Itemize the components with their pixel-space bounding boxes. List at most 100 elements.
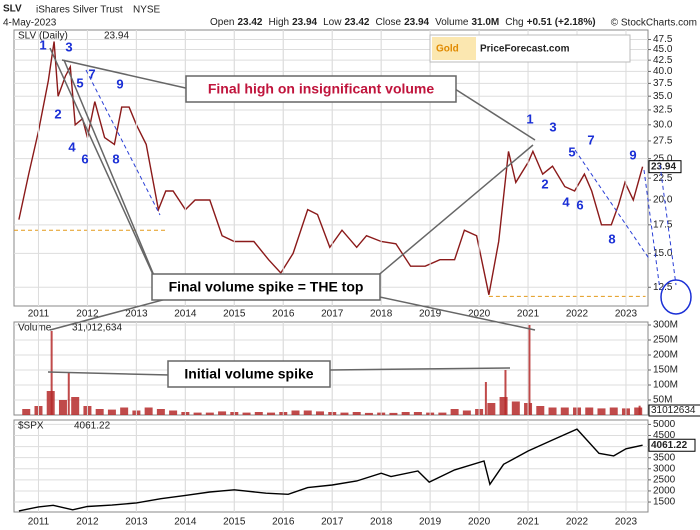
wave-label: 5 [568, 144, 575, 159]
x-tick-label: 2015 [223, 517, 246, 528]
x-tick-label: 2019 [419, 517, 442, 528]
volume-bar [413, 412, 422, 415]
quote-label: Close [376, 17, 402, 28]
quote-label: Volume [435, 17, 469, 28]
volume-bar [609, 407, 618, 415]
x-tick-label: 2012 [76, 309, 99, 320]
volume-bar [462, 410, 471, 415]
volume-bar [548, 407, 557, 415]
volume-bar [487, 403, 496, 415]
x-tick-label: 2016 [272, 517, 295, 528]
volume-bar [450, 409, 459, 415]
wave-label: 7 [587, 132, 594, 147]
wave-label: 4 [68, 139, 76, 154]
x-tick-label: 2022 [566, 309, 589, 320]
callout-line [63, 59, 161, 291]
y-tick-label: 150M [653, 365, 678, 376]
volume-bar [389, 412, 398, 415]
volume-bar [303, 410, 312, 415]
volume-bar [71, 397, 80, 415]
target-zone [660, 279, 692, 315]
volume-bar [560, 407, 569, 415]
panel-frame [13, 29, 649, 307]
y-tick-label: 100M [653, 380, 678, 391]
panel-legend-value: 4061.22 [74, 421, 111, 432]
volume-bar [438, 412, 447, 415]
quote: Open 23.42 High 23.94 Low 23.42 Close 23.94 Volu… [210, 17, 596, 28]
volume-bar [364, 412, 373, 415]
y-tick-label: 42.5 [653, 55, 673, 66]
wave-label: 9 [116, 76, 123, 91]
x-tick-label: 2014 [174, 309, 197, 320]
panel-legend-value: 31,012,634 [72, 323, 122, 334]
logo-gold-bg [432, 37, 476, 60]
y-tick-label: 22.5 [653, 173, 673, 184]
volume-bar [528, 325, 531, 415]
logo-gold: Gold [436, 44, 459, 55]
y-tick-label: 50M [653, 395, 672, 406]
y-tick-label: 3000 [653, 463, 676, 474]
x-tick-label: 2020 [468, 517, 491, 528]
y-tick-label: 35.0 [653, 91, 673, 102]
x-tick-label: 2018 [370, 517, 393, 528]
wave-label: 8 [608, 231, 615, 246]
callout-line [374, 144, 534, 279]
panel-frame [13, 419, 649, 513]
callout-text: Initial volume spike [184, 366, 313, 382]
y-tick-label: 1500 [653, 497, 676, 508]
wave-label: 6 [576, 197, 583, 212]
volume-bar [291, 410, 300, 415]
x-tick-label: 2016 [272, 309, 295, 320]
y-tick-label: 40.0 [653, 66, 673, 77]
y-tick-label: 15.0 [653, 248, 673, 259]
x-tick-label: 2012 [76, 517, 99, 528]
quote-value: 23.94 [404, 17, 429, 28]
volume-bar [315, 411, 324, 415]
quote-label: Chg [505, 17, 523, 28]
exchange: NYSE [133, 5, 161, 16]
volume-bar [484, 382, 487, 415]
callout-text: Final volume spike = THE top [169, 279, 364, 295]
wave-label: 3 [549, 119, 556, 134]
callout-line [454, 88, 536, 141]
quote-value: 23.94 [292, 17, 317, 28]
quote-value: +0.51 (+2.18%) [527, 17, 596, 28]
quote-label: Open [210, 17, 234, 28]
x-tick-label: 2015 [223, 309, 246, 320]
y-tick-label: 37.5 [653, 78, 673, 89]
volume-bar [22, 409, 31, 415]
volume-tag [648, 404, 700, 417]
x-tick-label: 2014 [174, 517, 197, 528]
y-tick-label: 30.0 [653, 119, 673, 130]
symbol: SLV [3, 4, 22, 15]
wave-label: 5 [76, 75, 83, 90]
volume-tag-label: 31012634 [651, 405, 696, 416]
volume-bar [193, 412, 202, 415]
volume-bar [536, 406, 545, 415]
volume-bar [107, 409, 116, 415]
x-tick-label: 2018 [370, 309, 393, 320]
wave-label: 1 [39, 37, 46, 52]
quote-value: 23.42 [344, 17, 369, 28]
x-tick-label: 2011 [28, 309, 50, 320]
quote-value: 31.0M [471, 17, 499, 28]
callout-line [329, 367, 511, 371]
projection [659, 164, 677, 286]
price-line [18, 428, 643, 512]
volume-bar [95, 409, 104, 415]
y-tick-label: 4500 [653, 430, 676, 441]
volume-bar [242, 412, 251, 415]
volume-bar [120, 407, 129, 415]
y-tick-label: 200M [653, 350, 678, 361]
volume-bar [156, 409, 165, 415]
y-tick-label: 47.5 [653, 34, 673, 45]
x-tick-label: 2021 [517, 309, 540, 320]
x-tick-label: 2013 [125, 517, 148, 528]
wave-label: 7 [88, 66, 95, 81]
volume-bar [67, 373, 70, 415]
x-tick-label: 2019 [419, 309, 442, 320]
x-tick-label: 2017 [321, 309, 344, 320]
volume-bar [205, 412, 214, 415]
volume-bar [58, 400, 67, 415]
